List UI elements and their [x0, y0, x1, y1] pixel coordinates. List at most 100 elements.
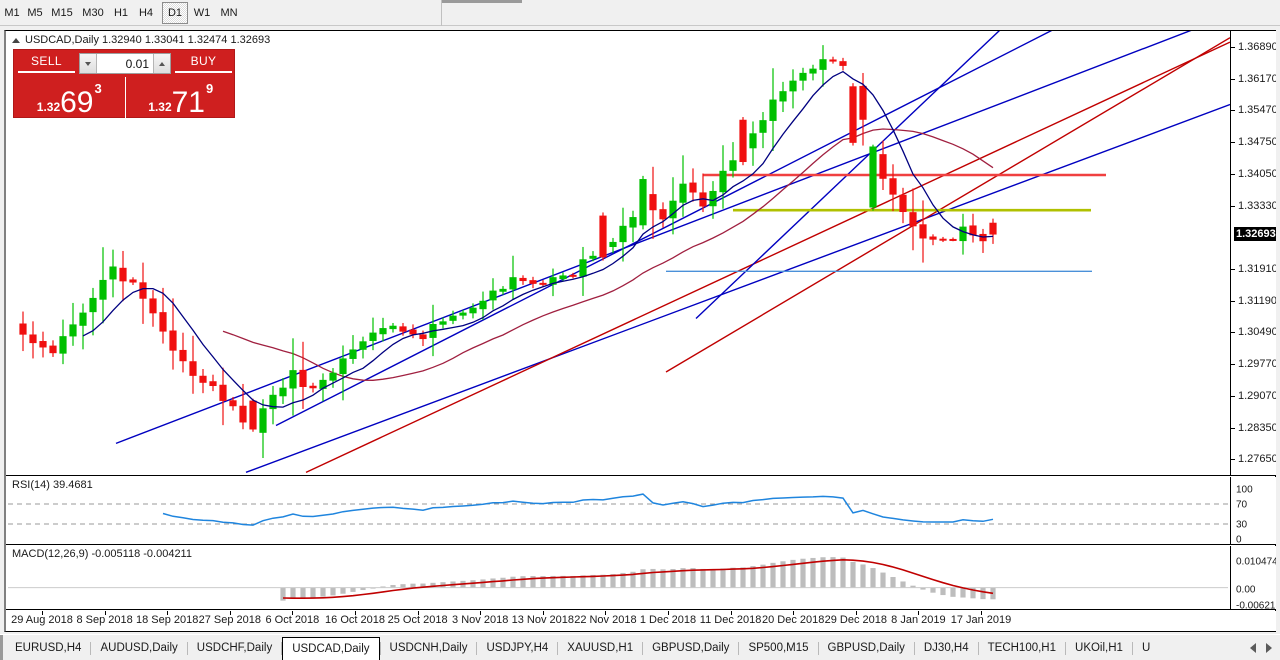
chart-window[interactable]: 1.36890 1.36170 1.35470 1.34750 1.34050 1.333…: [4, 30, 1276, 632]
date-tick-mark: [292, 611, 294, 615]
date-tick-label: 11 Dec 2018: [699, 614, 762, 626]
timeframe-m5[interactable]: M5: [27, 7, 43, 19]
chart-tab-tech100-h1[interactable]: TECH100,H1: [987, 642, 1057, 654]
date-tick-mark: [480, 611, 482, 615]
date-tick-label: 27 Sep 2018: [198, 614, 261, 626]
oct-quote-row: 1.32 69 3 1.32 71 9: [14, 77, 236, 119]
rsi-label: RSI(14) 39.4681: [12, 479, 93, 491]
price-tick-label: 1.34750: [1238, 136, 1276, 149]
chevron-up-icon: [159, 61, 165, 66]
price-tick-mark: [1231, 205, 1235, 207]
timeframe-w1[interactable]: W1: [193, 7, 211, 19]
date-tick-label: 20 Dec 2018: [761, 614, 825, 626]
volume-increment-button[interactable]: [153, 54, 170, 73]
price-axis[interactable]: 1.36890 1.36170 1.35470 1.34750 1.34050 1.333…: [1230, 31, 1276, 475]
date-tick-label: 29 Aug 2018: [11, 614, 73, 626]
date-tick-mark: [417, 611, 419, 615]
one-click-trading-panel[interactable]: SELL 0.01 BUY 1.32 69 3: [13, 49, 236, 119]
current-price-label: 1.32693: [1234, 227, 1276, 242]
chart-tab-bar[interactable]: EURUSD,H4 AUDUSD,Daily USDCHF,Daily USDCAD,…: [0, 634, 1280, 660]
macd-tick-label: 0.010474: [1236, 556, 1276, 568]
date-tick-mark: [918, 611, 920, 615]
chart-tab-usdcnh-daily[interactable]: USDCNH,Daily: [389, 642, 468, 654]
timeframe-m1[interactable]: M1: [4, 7, 20, 19]
chart-tab-audusd-daily[interactable]: AUDUSD,Daily: [100, 642, 178, 654]
tabs-container[interactable]: EURUSD,H4 AUDUSD,Daily USDCHF,Daily USDCAD,…: [0, 635, 1246, 660]
price-tick-label: 1.33330: [1238, 199, 1276, 212]
date-tick-label: 25 Oct 2018: [387, 614, 448, 626]
price-tick-mark: [1231, 427, 1235, 429]
price-tick-mark: [1231, 301, 1235, 303]
tab-divider: [977, 641, 979, 655]
chart-tab-gbpusd-daily[interactable]: GBPUSD,Daily: [827, 642, 905, 654]
tab-divider: [557, 641, 559, 655]
macd-plot-area[interactable]: [6, 546, 1230, 609]
buy-price-prefix: 1.32: [148, 100, 172, 114]
price-plot-area[interactable]: [6, 31, 1230, 475]
timeframe-d1[interactable]: D1: [162, 2, 188, 24]
tab-divider: [642, 641, 644, 655]
tab-divider: [379, 641, 381, 655]
buy-price-quote[interactable]: 1.32 71 9: [124, 77, 237, 119]
tab-divider: [186, 641, 188, 655]
tab-divider: [476, 641, 478, 655]
price-tick-label: 1.29770: [1238, 358, 1276, 371]
chart-tab-sp500-m15[interactable]: SP500,M15: [748, 642, 809, 654]
sell-price-quote[interactable]: 1.32 69 3: [14, 77, 125, 119]
price-pane[interactable]: 1.36890 1.36170 1.35470 1.34750 1.34050 1.333…: [6, 31, 1276, 476]
rsi-plot-area[interactable]: [6, 477, 1230, 544]
scroll-right-icon[interactable]: [1266, 642, 1272, 653]
chart-tab-ukoil-h1[interactable]: UKOil,H1: [1075, 642, 1123, 654]
volume-input[interactable]: 0.01: [125, 56, 149, 71]
buy-button[interactable]: BUY: [175, 54, 232, 73]
chart-tab-usdjpy-h4[interactable]: USDJPY,H4: [486, 642, 549, 654]
price-tick-label: 1.36170: [1238, 73, 1276, 86]
rsi-pane[interactable]: RSI(14) 39.4681 100 70 30 0: [6, 477, 1276, 545]
scroll-left-icon[interactable]: [1250, 642, 1256, 653]
volume-decrement-button[interactable]: [80, 54, 97, 73]
macd-chart: [8, 557, 1228, 601]
chart-tab-usdchf-daily[interactable]: USDCHF,Daily: [196, 642, 273, 654]
date-tick-mark: [605, 611, 607, 615]
date-tick-mark: [793, 611, 795, 615]
chart-tab-dj30-h4[interactable]: DJ30,H4: [923, 642, 969, 654]
chart-tab-u[interactable]: U: [1141, 642, 1151, 654]
volume-stepper[interactable]: 0.01: [79, 53, 171, 74]
price-tick-mark: [1231, 458, 1235, 460]
chart-tab-xauusd-h1[interactable]: XAUUSD,H1: [567, 642, 634, 654]
date-tick-label: 16 Oct 2018: [325, 614, 385, 626]
macd-tick-label: -0.006218: [1236, 600, 1276, 610]
rsi-chart: [8, 493, 1228, 526]
chart-tab-usdcad-daily[interactable]: USDCAD,Daily: [282, 637, 380, 660]
price-tick-mark: [1231, 173, 1235, 175]
date-tick-label: 6 Oct 2018: [265, 614, 320, 626]
price-tick-mark: [1231, 395, 1235, 397]
date-tick-mark: [730, 611, 732, 615]
price-tick-mark: [1231, 79, 1235, 81]
timeframe-h4[interactable]: H4: [138, 7, 154, 19]
chart-title-text: USDCAD,Daily 1.32940 1.33041 1.32474 1.3…: [25, 34, 271, 46]
collapse-arrow-icon[interactable]: [12, 37, 20, 43]
price-tick-label: 1.31190: [1238, 295, 1276, 308]
price-tick-label: 1.30490: [1238, 326, 1276, 339]
price-tick-label: 1.34050: [1238, 167, 1276, 180]
tab-scroll-arrows[interactable]: [1246, 635, 1280, 660]
timeframe-m15[interactable]: M15: [51, 7, 73, 19]
sell-button[interactable]: SELL: [18, 54, 75, 73]
timeframe-m30[interactable]: M30: [82, 7, 104, 19]
date-tick-label: 18 Sep 2018: [135, 614, 199, 626]
toolbar-separator: [441, 0, 442, 26]
date-tick-mark: [542, 611, 544, 615]
timeframe-h1[interactable]: H1: [113, 7, 129, 19]
tabbar-edge: [0, 635, 3, 660]
chart-tab-gbpusd-daily[interactable]: GBPUSD,Daily: [652, 642, 730, 654]
timeframe-mn[interactable]: MN: [220, 7, 238, 19]
macd-pane[interactable]: MACD(12,26,9) -0.005118 -0.004211 0.0104…: [6, 546, 1276, 610]
oct-header-row: SELL 0.01 BUY: [14, 50, 236, 77]
tab-divider: [1131, 641, 1133, 655]
chart-tab-eurusd-h4[interactable]: EURUSD,H4: [15, 642, 82, 654]
macd-label: MACD(12,26,9) -0.005118 -0.004211: [12, 548, 192, 560]
date-axis: 29 Aug 2018 8 Sep 2018 18 Sep 2018 27 Sep 2…: [6, 611, 1276, 631]
price-tick-mark: [1231, 142, 1235, 144]
date-tick-mark: [42, 611, 43, 615]
